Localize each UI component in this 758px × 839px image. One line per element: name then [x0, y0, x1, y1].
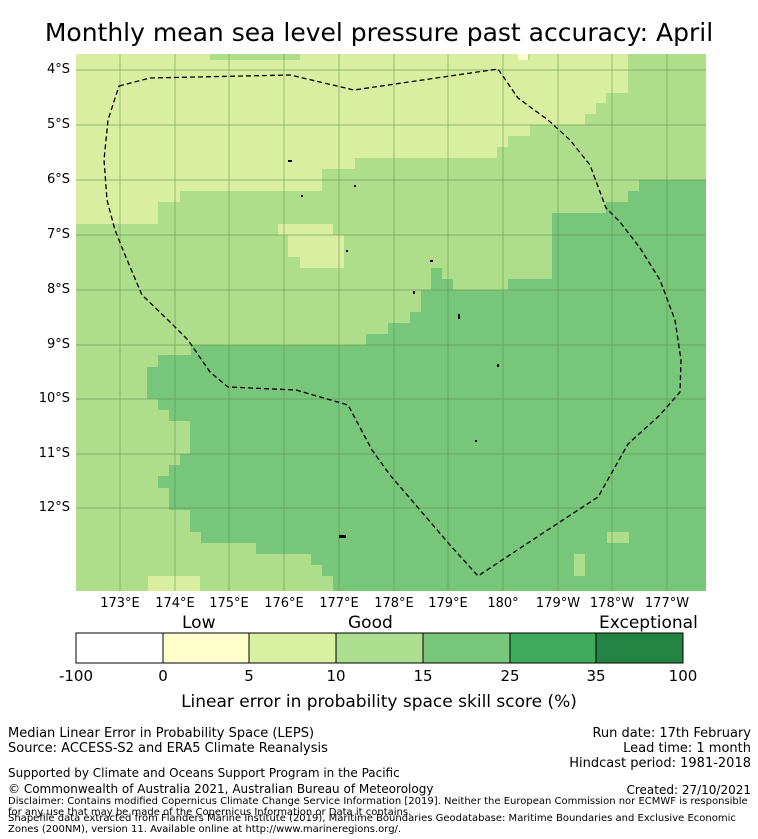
- footer-source: Source: ACCESS-S2 and ERA5 Climate Reana…: [8, 741, 328, 756]
- colorbar-label: Linear error in probability space skill …: [181, 692, 577, 712]
- footer-created: Created: 27/10/2021: [626, 783, 751, 797]
- lon-label-173e: 173°E: [100, 596, 140, 611]
- colorbar-swatch-2: [162, 632, 250, 664]
- lon-label-177e: 177°E: [319, 596, 359, 611]
- colorbar-tick: 15: [413, 667, 433, 685]
- lat-label-8s: 8°S: [46, 282, 70, 297]
- lon-label-176e: 176°E: [264, 596, 304, 611]
- colorbar-tick: 25: [500, 667, 520, 685]
- lon-label-178w: 178°W: [589, 596, 635, 611]
- colorbar-category-low: Low: [182, 613, 216, 633]
- footer-copyright: © Commonwealth of Australia 2021, Austra…: [8, 782, 434, 796]
- colorbar-tick: 5: [244, 667, 254, 685]
- graticule: [76, 54, 706, 591]
- skill-region-good-low-dot-east2: [607, 532, 629, 543]
- colorbar-tick: 0: [158, 667, 168, 685]
- lon-label-180: 180°: [487, 596, 519, 611]
- skill-region-low-south: [148, 576, 200, 591]
- footer-run-date: Run date: 17th February: [592, 726, 751, 741]
- lon-label-179e: 179°E: [428, 596, 468, 611]
- colorbar-category-exceptional: Exceptional: [599, 613, 698, 633]
- footer-disclaimer: Disclaimer: Contains modified Copernicus…: [8, 796, 748, 818]
- skill-region-good-low-dot-east: [574, 554, 585, 576]
- lat-label-12s: 12°S: [38, 500, 70, 515]
- colorbar-tick: 35: [586, 667, 606, 685]
- lat-label-9s: 9°S: [46, 337, 70, 352]
- colorbar-swatch-4: [335, 632, 424, 664]
- lon-label-177w: 177°W: [644, 596, 690, 611]
- lat-label-4s: 4°S: [46, 62, 70, 77]
- colorbar-swatch-1: [75, 632, 164, 664]
- lat-label-11s: 11°S: [38, 446, 70, 461]
- skill-region-good-low-center: [288, 235, 344, 268]
- lat-label-6s: 6°S: [46, 172, 70, 187]
- colorbar-swatch-5: [422, 632, 511, 664]
- footer-lead-time: Lead time: 1 month: [623, 741, 751, 756]
- colorbar-tick: 10: [326, 667, 346, 685]
- colorbar-swatch-6: [509, 632, 597, 664]
- lat-label-7s: 7°S: [46, 227, 70, 242]
- map-figure: [75, 54, 706, 664]
- eez-boundary: [103, 68, 682, 577]
- footer-method: Median Linear Error in Probability Space…: [8, 726, 315, 741]
- lon-label-179w: 179°W: [535, 596, 581, 611]
- lat-label-5s: 5°S: [46, 117, 70, 132]
- skill-region-good-low-patch: [278, 224, 333, 235]
- skill-region-low-dot: [518, 54, 528, 60]
- lon-label-174e: 174°E: [155, 596, 195, 611]
- colorbar-category-good: Good: [348, 613, 393, 633]
- lon-label-175e: 175°E: [209, 596, 249, 611]
- map-title: Monthly mean sea level pressure past acc…: [44, 18, 714, 47]
- colorbar: [75, 632, 684, 664]
- colorbar-swatch-7: [595, 632, 684, 664]
- skill-region-good-low-west: [76, 54, 628, 224]
- lon-label-178e: 178°E: [374, 596, 414, 611]
- footer-shapefile-credit: Shapefile data extracted from Flanders M…: [8, 813, 736, 835]
- skill-region-exceptional-low: [147, 180, 706, 591]
- colorbar-tick: 100: [668, 667, 698, 685]
- footer-support: Supported by Climate and Oceans Support …: [8, 766, 400, 780]
- colorbar-tick: -100: [58, 667, 94, 685]
- footer-hindcast: Hindcast period: 1981-2018: [569, 756, 751, 771]
- lat-label-10s: 10°S: [38, 391, 70, 406]
- colorbar-swatch-3: [248, 632, 337, 664]
- islands: [288, 160, 499, 538]
